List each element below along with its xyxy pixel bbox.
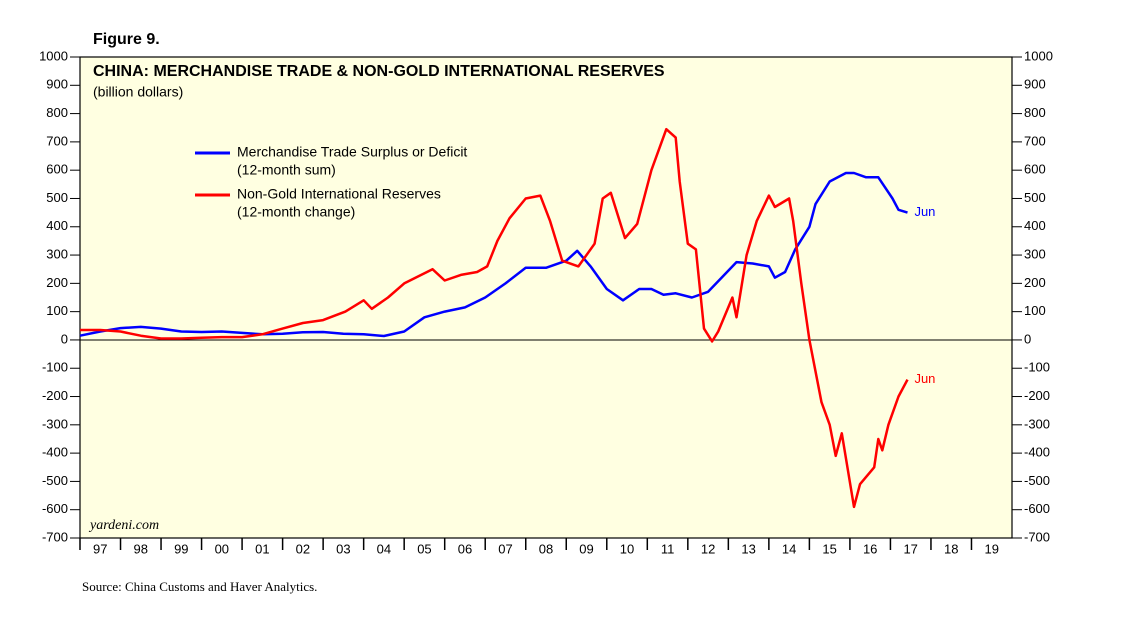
- end-label: Jun: [914, 204, 935, 219]
- y-tick-label: 600: [1024, 162, 1046, 177]
- series-line: [80, 127, 909, 509]
- y-tick-label: 1000: [1024, 48, 1053, 63]
- y-tick-label: 1000: [39, 48, 68, 63]
- x-tick-label: 15: [822, 541, 836, 556]
- chart-title: CHINA: MERCHANDISE TRADE & NON-GOLD INTE…: [93, 63, 665, 80]
- y-tick-label: 100: [46, 303, 68, 318]
- y-tick-label: 500: [46, 190, 68, 205]
- x-tick-label: 98: [134, 541, 148, 556]
- x-tick-label: 01: [255, 541, 269, 556]
- x-tick-label: 02: [296, 541, 310, 556]
- y-tick-label: 700: [1024, 133, 1046, 148]
- x-tick-label: 18: [944, 541, 958, 556]
- y-tick-label: -300: [1024, 416, 1050, 431]
- y-tick-label: 400: [46, 218, 68, 233]
- x-tick-label: 12: [701, 541, 715, 556]
- y-tick-label: 200: [46, 275, 68, 290]
- x-tick-label: 97: [93, 541, 107, 556]
- y-tick-label: -700: [1024, 529, 1050, 544]
- x-tick-label: 11: [661, 541, 675, 556]
- y-tick-label: -300: [42, 416, 68, 431]
- legend-sublabel: (12-month sum): [237, 162, 336, 178]
- watermark: yardeni.com: [88, 518, 159, 533]
- y-tick-label: -500: [1024, 473, 1050, 488]
- y-tick-label: -400: [1024, 445, 1050, 460]
- end-label: Jun: [914, 371, 935, 386]
- x-tick-label: 19: [985, 541, 999, 556]
- y-tick-label: 300: [1024, 246, 1046, 261]
- figure-label: Figure 9.: [93, 31, 160, 48]
- y-tick-label: 600: [46, 162, 68, 177]
- y-tick-label: 900: [46, 77, 68, 92]
- y-tick-label: -100: [1024, 360, 1050, 375]
- y-tick-label: -100: [42, 360, 68, 375]
- y-tick-label: 0: [61, 331, 68, 346]
- x-tick-label: 05: [417, 541, 431, 556]
- y-tick-label: 100: [1024, 303, 1046, 318]
- x-tick-label: 00: [215, 541, 229, 556]
- plot-area: [79, 56, 1013, 539]
- y-tick-label: -500: [42, 473, 68, 488]
- x-tick-label: 14: [782, 541, 796, 556]
- x-tick-label: 08: [539, 541, 553, 556]
- source-note: Source: China Customs and Haver Analytic…: [82, 579, 317, 594]
- x-tick-label: 16: [863, 541, 877, 556]
- y-tick-label: 800: [1024, 105, 1046, 120]
- y-tick-label: 500: [1024, 190, 1046, 205]
- x-tick-label: 99: [174, 541, 188, 556]
- y-tick-label: -200: [42, 388, 68, 403]
- x-tick-label: 17: [903, 541, 917, 556]
- y-tick-label: -400: [42, 445, 68, 460]
- y-tick-label: -700: [42, 529, 68, 544]
- x-tick-label: 13: [741, 541, 755, 556]
- y-tick-label: 200: [1024, 275, 1046, 290]
- x-tick-label: 03: [336, 541, 350, 556]
- y-tick-label: -200: [1024, 388, 1050, 403]
- chart-subtitle: (billion dollars): [93, 84, 183, 100]
- x-tick-label: 10: [620, 541, 634, 556]
- y-tick-label: 400: [1024, 218, 1046, 233]
- y-tick-label: -600: [42, 501, 68, 516]
- y-tick-label: 0: [1024, 331, 1031, 346]
- y-tick-label: 900: [1024, 77, 1046, 92]
- legend-label: Merchandise Trade Surplus or Deficit: [237, 144, 467, 160]
- y-tick-label: 700: [46, 133, 68, 148]
- y-tick-label: -600: [1024, 501, 1050, 516]
- x-tick-label: 04: [377, 541, 391, 556]
- x-tick-label: 06: [458, 541, 472, 556]
- y-tick-label: 800: [46, 105, 68, 120]
- legend-label: Non-Gold International Reserves: [237, 186, 441, 202]
- legend-sublabel: (12-month change): [237, 204, 355, 220]
- x-tick-label: 07: [498, 541, 512, 556]
- x-tick-label: 09: [579, 541, 593, 556]
- y-tick-label: 300: [46, 246, 68, 261]
